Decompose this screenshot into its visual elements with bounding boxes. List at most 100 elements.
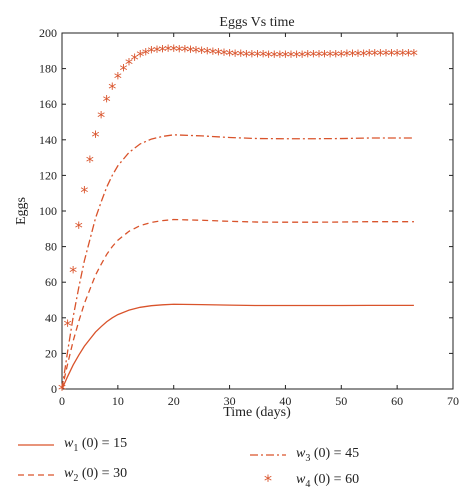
- legend-swatch-solid: [18, 444, 54, 446]
- legend-item-w1: w1 (0) = 15: [16, 434, 127, 456]
- x-tick-label-30: 30: [224, 394, 236, 408]
- series-4-point-22: *: [181, 42, 189, 61]
- series-4-point-43: *: [298, 47, 306, 66]
- series-4-point-6: *: [92, 127, 100, 146]
- y-tick-label-40: 40: [45, 311, 57, 325]
- series-4-point-54: *: [360, 46, 368, 65]
- series-4-point-50: *: [337, 46, 345, 65]
- series-4-point-18: *: [159, 41, 167, 60]
- series-1-line: [61, 303, 414, 390]
- legend-label-w1: w1 (0) = 15: [64, 436, 128, 454]
- x-tick-label-20: 20: [168, 394, 180, 408]
- y-tick-label-200: 200: [39, 26, 57, 40]
- series-4-point-26: *: [203, 44, 211, 63]
- series-4-point-30: *: [226, 46, 234, 65]
- series-4-point-8: *: [103, 92, 111, 111]
- series-4-point-9: *: [108, 79, 116, 98]
- series-4-point-59: *: [388, 46, 396, 65]
- series-4-point-49: *: [332, 46, 340, 65]
- series-4-point-38: *: [270, 47, 278, 66]
- eggs-vs-time-chart: Eggs Vs time 0 10 20 30 40 50 60 70 0 20 40 60 80 100…: [14, 15, 459, 420]
- svg-text:*: *: [264, 474, 272, 488]
- x-tick-label-60: 60: [391, 394, 403, 408]
- y-axis-label: Eggs: [14, 197, 29, 225]
- series-4-point-39: *: [276, 47, 284, 66]
- series-4-point-15: *: [142, 44, 150, 63]
- legend-label-w2: w2 (0) = 30: [64, 466, 128, 484]
- x-tick-label-10: 10: [112, 394, 124, 408]
- series-4-point-60: *: [393, 46, 401, 65]
- y-tick-label-140: 140: [39, 133, 57, 147]
- series-4-point-57: *: [376, 46, 384, 65]
- series-4-point-14: *: [136, 47, 144, 66]
- legend: w1 (0) = 15 w2 (0) = 30 w3 (0) = 45 * w4…: [10, 428, 466, 494]
- series-4-point-17: *: [153, 42, 161, 61]
- series-4-point-36: *: [259, 47, 267, 66]
- series-2-line: [61, 218, 414, 390]
- series-4-point-37: *: [265, 47, 273, 66]
- series-4-point-0: *: [58, 380, 66, 399]
- series-4-point-11: *: [119, 60, 127, 79]
- series-4-point-51: *: [343, 46, 351, 65]
- legend-item-w2: w2 (0) = 30: [16, 464, 127, 486]
- series-4-point-25: *: [198, 43, 206, 62]
- series-4-point-12: *: [125, 54, 133, 73]
- legend-swatch-dashdot: [250, 454, 286, 456]
- series-4-point-29: *: [220, 45, 228, 64]
- y-tick-label-120: 120: [39, 168, 57, 182]
- x-tick-label-70: 70: [447, 394, 459, 408]
- legend-label-w3: w3 (0) = 45: [296, 446, 360, 464]
- y-tick-label-80: 80: [45, 240, 57, 254]
- legend-swatch-dashed: [18, 474, 54, 476]
- series-4-point-31: *: [231, 46, 239, 65]
- series-4-point-7: *: [97, 108, 105, 127]
- y-tick-label-0: 0: [51, 382, 57, 396]
- y-tick-label-60: 60: [45, 275, 57, 289]
- series-4-point-23: *: [186, 42, 194, 61]
- series-4-point-32: *: [237, 46, 245, 65]
- series-4-point-55: *: [365, 46, 373, 65]
- series-4-point-45: *: [309, 47, 317, 66]
- series-4-point-62: *: [404, 45, 412, 64]
- series-4-point-40: *: [281, 47, 289, 66]
- x-tick-label-0: 0: [59, 394, 65, 408]
- series-4-point-24: *: [192, 43, 200, 62]
- series-4-point-20: *: [170, 41, 178, 60]
- y-tick-label-20: 20: [45, 346, 57, 360]
- x-axis-label: Time (days): [223, 405, 291, 420]
- series-4-point-4: *: [80, 182, 88, 201]
- series-4-point-1: *: [64, 316, 72, 335]
- series-4-point-44: *: [304, 47, 312, 66]
- x-tick-label-50: 50: [335, 394, 347, 408]
- series-4-point-27: *: [209, 44, 217, 63]
- series-4-point-35: *: [254, 47, 262, 66]
- series-4-point-53: *: [354, 46, 362, 65]
- series-4-point-61: *: [399, 45, 407, 64]
- y-tick-label-180: 180: [39, 62, 57, 76]
- series-4-point-47: *: [321, 46, 329, 65]
- x-tick-label-40: 40: [279, 394, 291, 408]
- series-layer: ****************************************…: [58, 41, 418, 399]
- y-tick-label-100: 100: [39, 204, 57, 218]
- series-4-point-3: *: [75, 218, 83, 237]
- series-4-point-52: *: [348, 46, 356, 65]
- series-4-point-48: *: [326, 46, 334, 65]
- series-4-point-21: *: [175, 41, 183, 60]
- legend-item-w3: w3 (0) = 45: [248, 444, 359, 466]
- legend-label-w4: w4 (0) = 60: [296, 472, 360, 490]
- chart-title: Eggs Vs time: [219, 15, 294, 30]
- series-3-line: [61, 134, 414, 390]
- series-4-point-56: *: [371, 46, 379, 65]
- legend-swatch-asterisk: *: [264, 474, 272, 488]
- series-4-point-10: *: [114, 69, 122, 88]
- series-4-point-33: *: [242, 46, 250, 65]
- series-4-point-16: *: [147, 43, 155, 62]
- legend-item-w4: * w4 (0) = 60: [248, 470, 359, 492]
- axis-ticks: 0 10 20 30 40 50 60 70 0 20 40 60 80 100 120 140 160 180 2…: [39, 26, 459, 408]
- series-4-point-28: *: [214, 45, 222, 64]
- series-4-point-41: *: [287, 47, 295, 66]
- series-4-point-42: *: [293, 47, 301, 66]
- series-4-point-2: *: [69, 263, 77, 282]
- y-tick-label-160: 160: [39, 97, 57, 111]
- series-4-point-46: *: [315, 47, 323, 66]
